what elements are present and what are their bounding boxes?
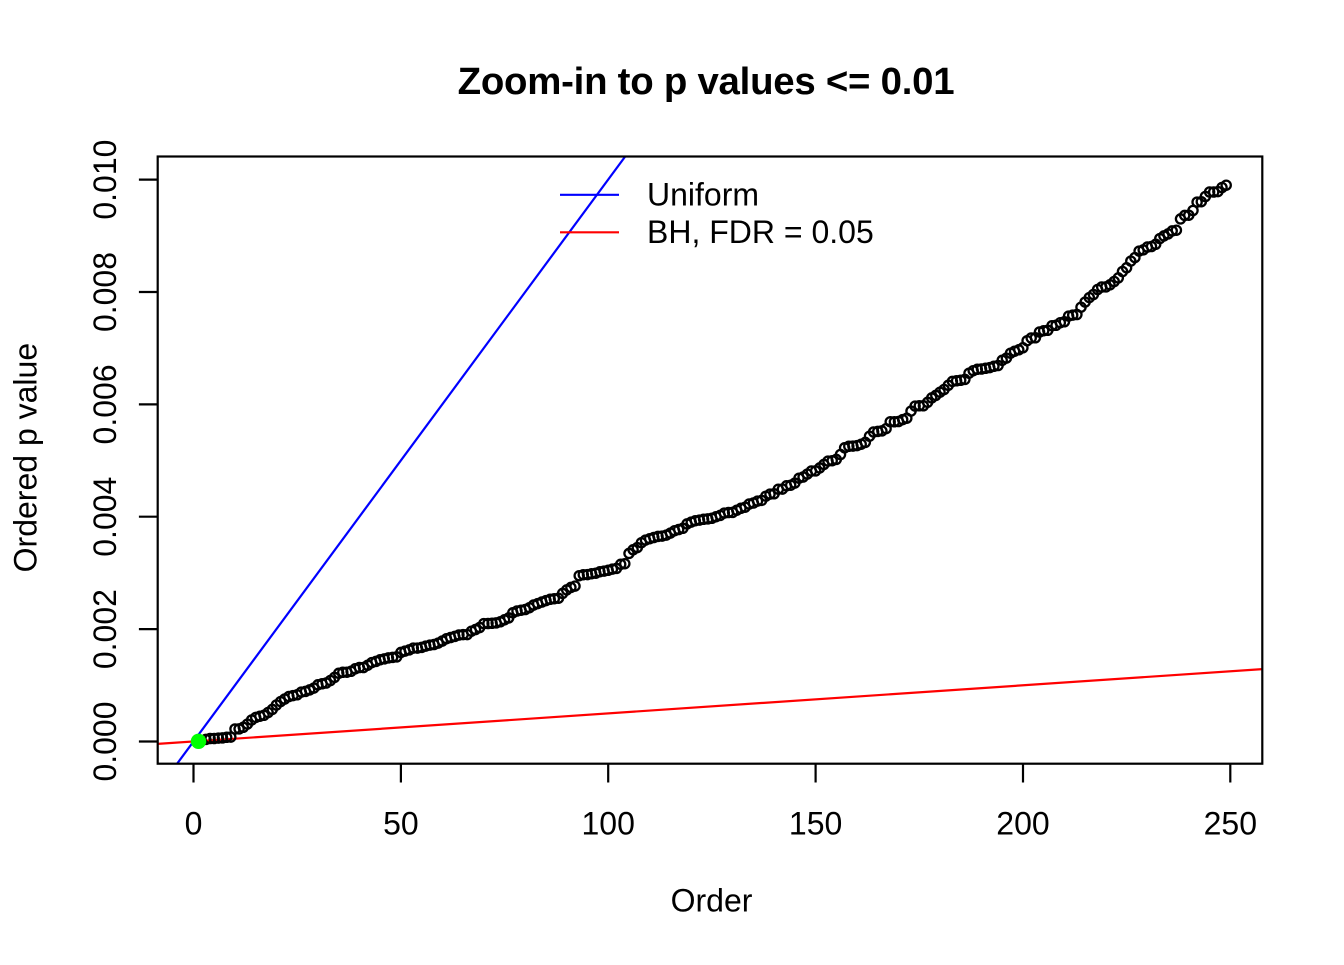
svg-text:0: 0 <box>185 806 203 842</box>
svg-text:150: 150 <box>789 806 842 842</box>
svg-text:Zoom-in to p values <= 0.01: Zoom-in to p values <= 0.01 <box>458 60 955 103</box>
svg-text:Order: Order <box>671 883 753 919</box>
svg-text:BH, FDR = 0.05: BH, FDR = 0.05 <box>647 214 874 250</box>
svg-text:0.000: 0.000 <box>87 701 123 781</box>
svg-text:0.006: 0.006 <box>87 364 123 444</box>
svg-text:Ordered p value: Ordered p value <box>8 343 44 572</box>
svg-text:100: 100 <box>582 806 635 842</box>
svg-text:250: 250 <box>1204 806 1257 842</box>
svg-text:50: 50 <box>383 806 419 842</box>
svg-text:Uniform: Uniform <box>647 177 759 213</box>
svg-text:0.002: 0.002 <box>87 589 123 669</box>
svg-text:0.004: 0.004 <box>87 477 123 557</box>
svg-text:200: 200 <box>996 806 1049 842</box>
svg-text:0.008: 0.008 <box>87 252 123 332</box>
svg-text:0.010: 0.010 <box>87 140 123 220</box>
